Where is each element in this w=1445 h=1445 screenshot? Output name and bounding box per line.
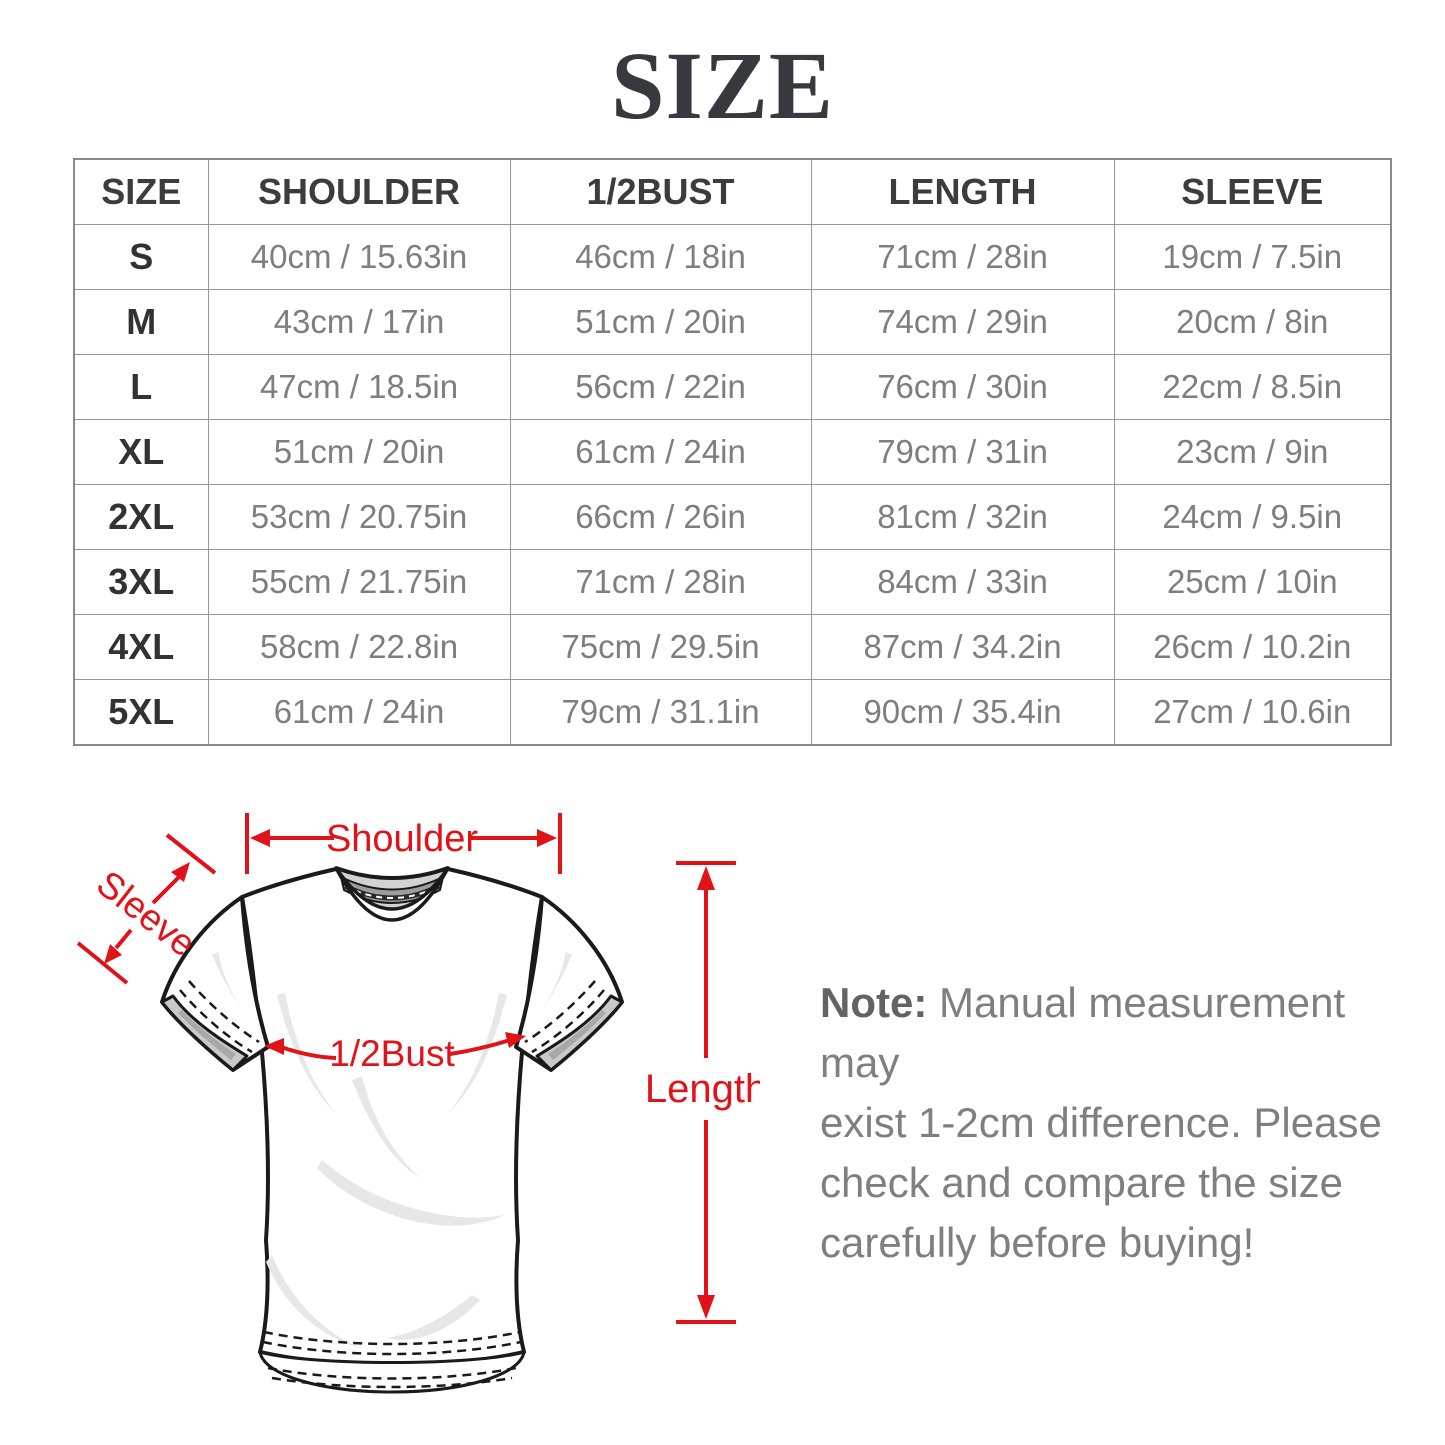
wrinkle-shading [266,1255,360,1348]
bust-cell: 71cm / 28in [509,549,812,615]
header-row: SIZE SHOULDER 1/2BUST LENGTH SLEEVE [73,158,1392,225]
length-cell: 84cm / 33in [810,549,1115,615]
hem-stitching [262,1340,522,1356]
wrinkle-shading [277,993,337,1115]
shoulder-cell: 55cm / 21.75in [207,549,511,615]
table-row: 4XL 58cm / 22.8in 75cm / 29.5in 87cm / 3… [73,614,1392,680]
collar-band-stitch [344,885,440,899]
left-cuff-stitching [188,980,260,1044]
bust-cell: 51cm / 20in [509,289,812,355]
column-header-shoulder: SHOULDER [207,158,511,225]
table-row: 5XL 61cm / 24in 79cm / 31.1in 90cm / 35.… [73,679,1392,746]
length-cell: 81cm / 32in [810,484,1115,550]
left-cuff-shadow [178,1010,236,1060]
length-cell: 76cm / 30in [810,354,1115,420]
note-line: carefully before buying! [820,1219,1255,1266]
wrinkle-shading [317,1160,505,1226]
length-arrow: Length [645,861,760,1324]
tshirt-measurement-diagram: Shoulder Sleeve 1/2Bust [76,813,760,1394]
tshirt-graphic [160,866,624,1394]
sleeve-cell: 24cm / 9.5in [1113,484,1392,550]
size-table: SIZE SHOULDER 1/2BUST LENGTH SLEEVE S 40… [73,158,1392,746]
bust-label: 1/2Bust [329,1033,455,1074]
table-row: 3XL 55cm / 21.75in 71cm / 28in 84cm / 33… [73,549,1392,615]
collar-back-seam [335,866,449,880]
size-cell: 4XL [73,614,209,680]
size-cell: L [73,354,209,420]
wrinkle-shading [447,993,507,1115]
note-line: Note: Manual measurement may [820,973,1420,1093]
table-row: L 47cm / 18.5in 56cm / 22in 76cm / 30in … [73,354,1392,420]
wrinkle-shading [352,1076,420,1178]
bust-cell: 79cm / 31.1in [509,679,812,746]
collar-front-rib [334,866,450,922]
column-header-size: SIZE [73,158,209,225]
shoulder-cell: 43cm / 17in [207,289,511,355]
table-row: XL 51cm / 20in 61cm / 24in 79cm / 31in 2… [73,419,1392,485]
sleeve-label: Sleeve [89,863,203,965]
note-text: Note: Manual measurement may exist 1-2cm… [820,973,1420,1273]
size-cell: 5XL [73,679,209,746]
shoulder-cell: 51cm / 20in [207,419,511,485]
note-line: check and compare the size [820,1159,1343,1206]
bust-cell: 46cm / 18in [509,224,812,290]
table-row: S 40cm / 15.63in 46cm / 18in 71cm / 28in… [73,224,1392,290]
bust-cell: 66cm / 26in [509,484,812,550]
length-label: Length [645,1067,760,1111]
shoulder-cell: 58cm / 22.8in [207,614,511,680]
right-cuff-stitching [531,989,605,1054]
note-line: exist 1-2cm difference. Please [820,1099,1382,1146]
shoulder-cell: 61cm / 24in [207,679,511,746]
shoulder-cell: 47cm / 18.5in [207,354,511,420]
size-cell: 2XL [73,484,209,550]
bust-cell: 75cm / 29.5in [509,614,812,680]
wrinkle-shading [212,952,258,1028]
table-row: 2XL 53cm / 20.75in 66cm / 26in 81cm / 32… [73,484,1392,550]
wrinkle-shading [526,952,572,1028]
bust-cell: 61cm / 24in [509,419,812,485]
wrinkle-shading [387,1295,480,1340]
size-cell: 3XL [73,549,209,615]
bust-arrow: 1/2Bust [264,1032,526,1074]
size-cell: M [73,289,209,355]
sleeve-cell: 19cm / 7.5in [1113,224,1392,290]
note-line-rest: Manual measurement may [820,979,1346,1086]
length-cell: 74cm / 29in [810,289,1115,355]
shoulder-cell: 53cm / 20.75in [207,484,511,550]
note-label: Note: [820,979,928,1026]
length-cell: 90cm / 35.4in [810,679,1115,746]
right-cuff-shadow [548,1010,606,1060]
shoulder-arrow: Shoulder [245,813,562,874]
hem-stitching [267,1366,517,1380]
sleeve-cell: 25cm / 10in [1113,549,1392,615]
sleeve-cell: 26cm / 10.2in [1113,614,1392,680]
shoulder-cell: 40cm / 15.63in [207,224,511,290]
page-title: SIZE [611,32,834,139]
length-cell: 71cm / 28in [810,224,1115,290]
size-cell: S [73,224,209,290]
sleeve-cell: 22cm / 8.5in [1113,354,1392,420]
bust-cell: 56cm / 22in [509,354,812,420]
shoulder-label: Shoulder [326,818,478,860]
table-row: M 43cm / 17in 51cm / 20in 74cm / 29in 20… [73,289,1392,355]
sleeve-cell: 27cm / 10.6in [1113,679,1392,746]
column-header-length: LENGTH [810,158,1115,225]
length-cell: 87cm / 34.2in [810,614,1115,680]
hem-stitching [271,1376,513,1389]
column-header-bust: 1/2BUST [509,158,812,225]
sleeve-cell: 23cm / 9in [1113,419,1392,485]
right-cuff-stitching [524,980,596,1044]
column-header-sleeve: SLEEVE [1113,158,1392,225]
sleeve-cell: 20cm / 8in [1113,289,1392,355]
length-cell: 79cm / 31in [810,419,1115,485]
left-cuff-stitching [179,989,253,1054]
size-cell: XL [73,419,209,485]
hem-stitching [263,1330,521,1346]
